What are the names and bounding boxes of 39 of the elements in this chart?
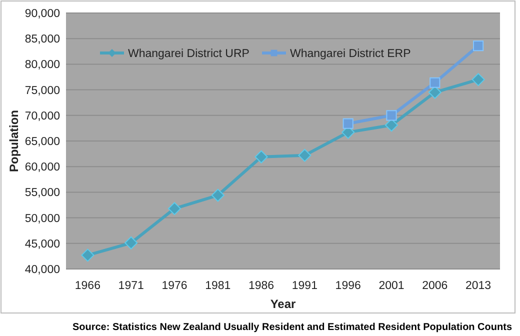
y-tick-label: 45,000 — [24, 238, 60, 250]
point — [168, 202, 181, 216]
point — [124, 236, 138, 250]
y-tick-label: 55,000 — [24, 187, 60, 200]
y-tick-label: 60,000 — [24, 162, 60, 174]
point — [472, 73, 485, 86]
source-note: Source: Statistics New Zealand Usually Resident and Estimated Resident Population Counts — [72, 322, 512, 333]
point — [298, 148, 312, 162]
x-tick-label: 1976 — [162, 280, 188, 292]
legend-label: Whangarei District ERP — [290, 48, 412, 60]
y-tick-label: 85,000 — [24, 34, 60, 46]
point — [254, 150, 268, 164]
y-tick-label: 75,000 — [24, 84, 60, 97]
point — [386, 110, 397, 121]
y-tick-label: 90,000 — [24, 8, 60, 20]
x-axis-title: Year — [270, 297, 296, 311]
x-tick-label: 1981 — [205, 280, 231, 292]
y-tick-label: 40,000 — [24, 264, 60, 276]
point — [430, 77, 440, 88]
point — [428, 86, 442, 99]
x-tick-label: 2013 — [466, 280, 492, 292]
point — [473, 40, 484, 52]
y-tick-label: 80,000 — [24, 59, 60, 72]
x-tick-label: 1986 — [248, 280, 274, 292]
y-tick-label: 50,000 — [24, 212, 60, 225]
y-tick-label: 70,000 — [24, 110, 60, 122]
legend-label: Whangarei District URP — [128, 48, 250, 60]
point — [211, 188, 224, 202]
x-tick-label: 1971 — [118, 280, 144, 292]
y-tick-label: 65,000 — [24, 136, 60, 148]
x-tick-label: 1991 — [292, 280, 318, 292]
point — [81, 248, 94, 262]
x-tick-label: 2006 — [422, 280, 448, 292]
point — [385, 118, 398, 132]
x-tick-label: 1966 — [74, 280, 100, 292]
x-tick-label: 2001 — [378, 280, 404, 292]
x-tick-label: 1996 — [335, 280, 361, 292]
y-axis-title: Population — [7, 110, 21, 172]
point — [342, 118, 354, 129]
